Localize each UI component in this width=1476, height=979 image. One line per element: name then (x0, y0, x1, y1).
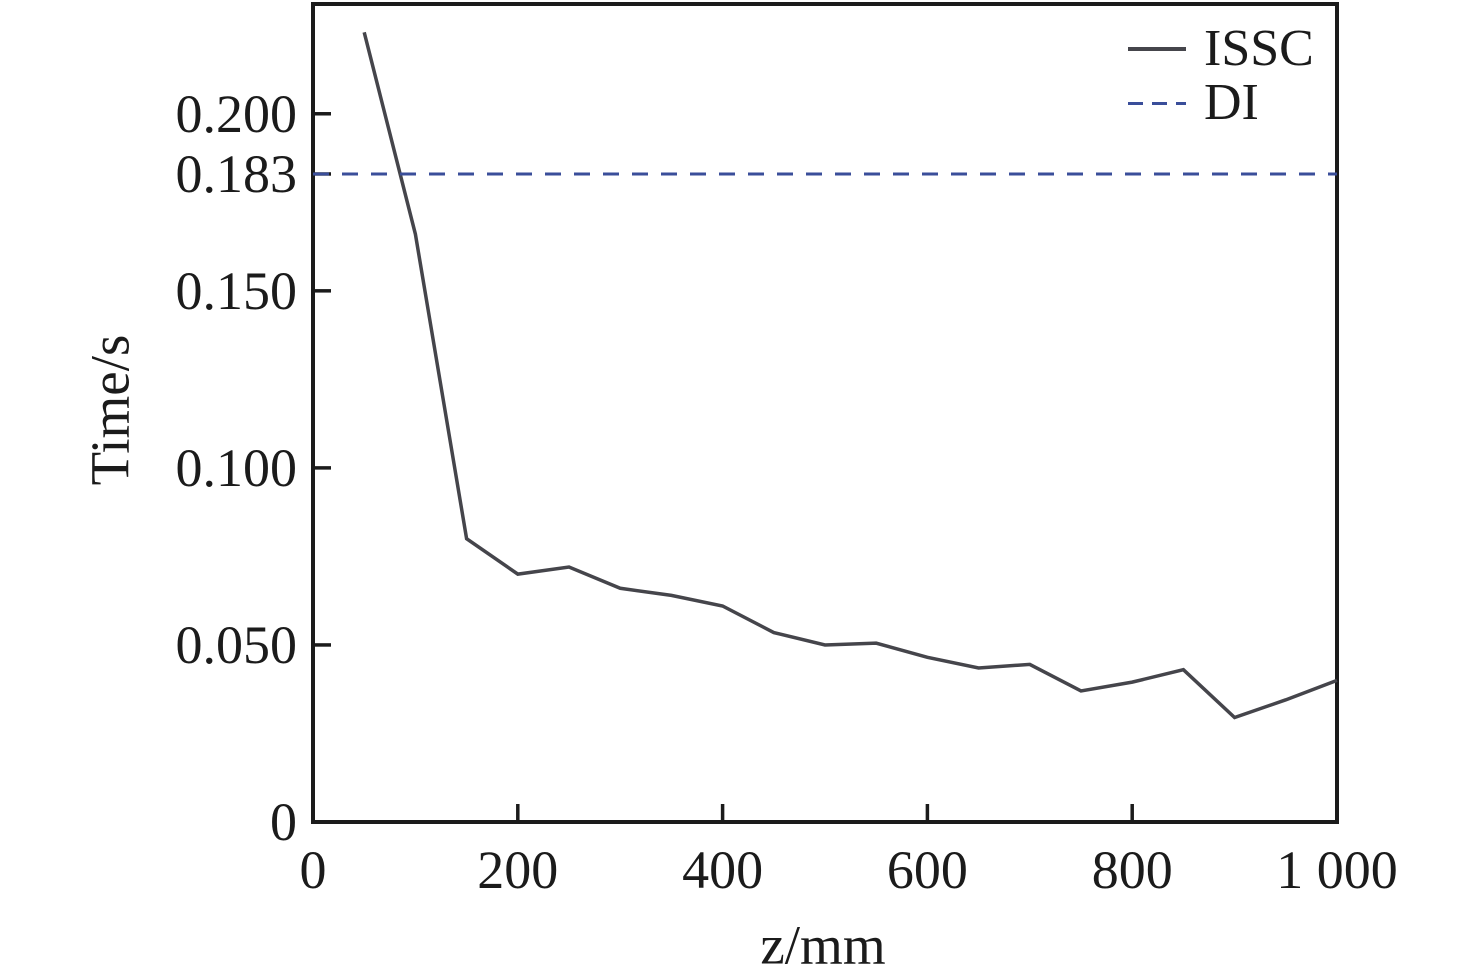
x-tick-label: 800 (1092, 840, 1173, 900)
y-tick-label: 0 (270, 792, 297, 852)
legend-item-issc: ISSC (1128, 22, 1314, 76)
y-axis-title: Time/s (79, 334, 141, 486)
issc-solid-line-sample (1128, 47, 1186, 51)
plot-frame (311, 2, 1339, 824)
x-tick-label: 600 (887, 840, 968, 900)
x-axis-title: z/mm (760, 914, 886, 976)
x-tick-label: 1 000 (1276, 840, 1398, 900)
x-tick-label: 200 (477, 840, 558, 900)
legend-label-issc: ISSC (1204, 20, 1314, 77)
di-dashed-line-sample (1128, 101, 1186, 105)
legend-label-di: DI (1204, 74, 1259, 131)
y-tick-label: 0.200 (176, 84, 298, 144)
x-tick-label: 0 (300, 840, 327, 900)
x-tick-label: 400 (682, 840, 763, 900)
series-issc-curve (362, 31, 1338, 720)
legend-item-di: DI (1128, 76, 1314, 130)
y-tick-label: 0.100 (176, 438, 298, 498)
y-tick-label: 0.150 (176, 261, 298, 321)
y-tick-label: 0.183 (176, 144, 298, 204)
legend: ISSC DI (1128, 22, 1314, 130)
y-tick-label: 0.050 (176, 615, 298, 675)
